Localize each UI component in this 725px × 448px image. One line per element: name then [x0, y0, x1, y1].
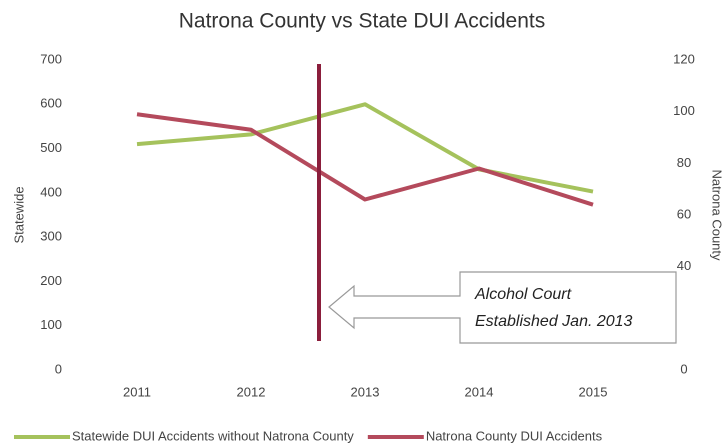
- y2-tick-label: 120: [673, 51, 695, 66]
- y-tick-label: 500: [40, 140, 62, 155]
- y-tick-label: 600: [40, 96, 62, 111]
- y-tick-label: 0: [55, 361, 62, 376]
- annotation-callout: [328, 271, 677, 344]
- x-tick-label: 2013: [351, 384, 380, 399]
- y-tick-label: 300: [40, 229, 62, 244]
- annotation: Alcohol Court Established Jan. 2013: [328, 271, 677, 344]
- annotation-line: Alcohol Court: [474, 286, 572, 303]
- chart-title: Natrona County vs State DUI Accidents: [179, 10, 546, 33]
- legend-label: Statewide DUI Accidents without Natrona …: [72, 428, 354, 443]
- y-tick-label: 100: [40, 317, 62, 332]
- y-tick-label: 400: [40, 184, 62, 199]
- x-tick-label: 2015: [579, 384, 608, 399]
- series-line: [136, 112, 594, 207]
- y-tick-label: 200: [40, 273, 62, 288]
- legend: Statewide DUI Accidents without Natrona …: [14, 428, 603, 443]
- y2-tick-label: 60: [677, 206, 691, 221]
- y2-tick-label: 0: [680, 361, 687, 376]
- annotation-line: Established Jan. 2013: [475, 313, 633, 330]
- x-tick-label: 2012: [237, 384, 266, 399]
- y2-tick-label: 40: [677, 258, 691, 273]
- y2-tick-label: 100: [673, 103, 695, 118]
- x-tick-label: 2011: [123, 384, 151, 399]
- y-axis-label: Statewide: [11, 186, 26, 243]
- y2-tick-label: 80: [677, 155, 691, 170]
- legend-label: Natrona County DUI Accidents: [426, 428, 603, 443]
- y2-axis-label: Natrona County: [710, 169, 725, 261]
- x-tick-label: 2014: [465, 384, 494, 399]
- y-tick-label: 700: [40, 51, 62, 66]
- series-line: [136, 102, 594, 194]
